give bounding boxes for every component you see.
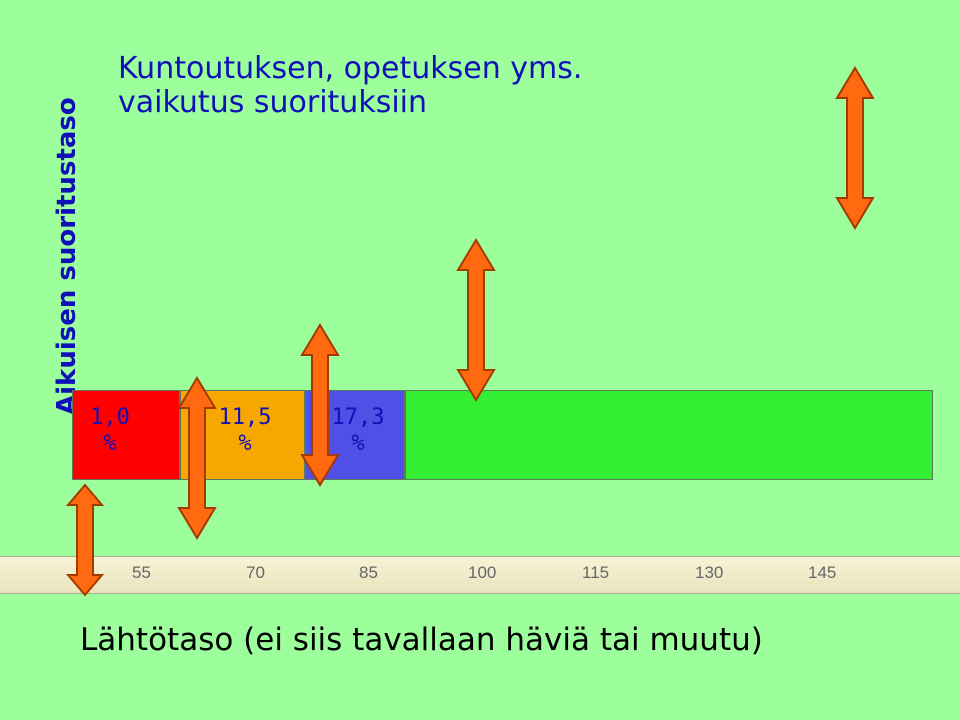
slide-title: Kuntoutuksen, opetuksen yms. vaikutus su… [118, 51, 583, 120]
x-tick-label: 115 [582, 563, 610, 582]
x-tick-label: 55 [132, 563, 151, 582]
segment-red-label: 1,0 % [90, 405, 130, 456]
footer-caption: Lähtötaso (ei siis tavallaan häviä tai m… [80, 622, 763, 658]
double-arrow-icon [65, 483, 105, 597]
x-tick-label: 130 [695, 563, 724, 582]
x-tick-label: 85 [359, 563, 378, 582]
x-tick-label: 145 [808, 563, 837, 582]
x-tick-label: 100 [468, 563, 497, 582]
segment-orange-label: 11,5 % [218, 405, 272, 456]
double-arrow-icon [177, 376, 217, 540]
double-arrow-icon [456, 238, 496, 402]
double-arrow-icon [835, 66, 875, 230]
x-axis-strip [0, 556, 960, 594]
x-tick-label: 70 [246, 563, 265, 582]
double-arrow-icon [300, 323, 340, 487]
segment-blue-label: 17,3 % [331, 405, 385, 456]
segment-green [405, 390, 933, 480]
segment-red [72, 390, 180, 480]
